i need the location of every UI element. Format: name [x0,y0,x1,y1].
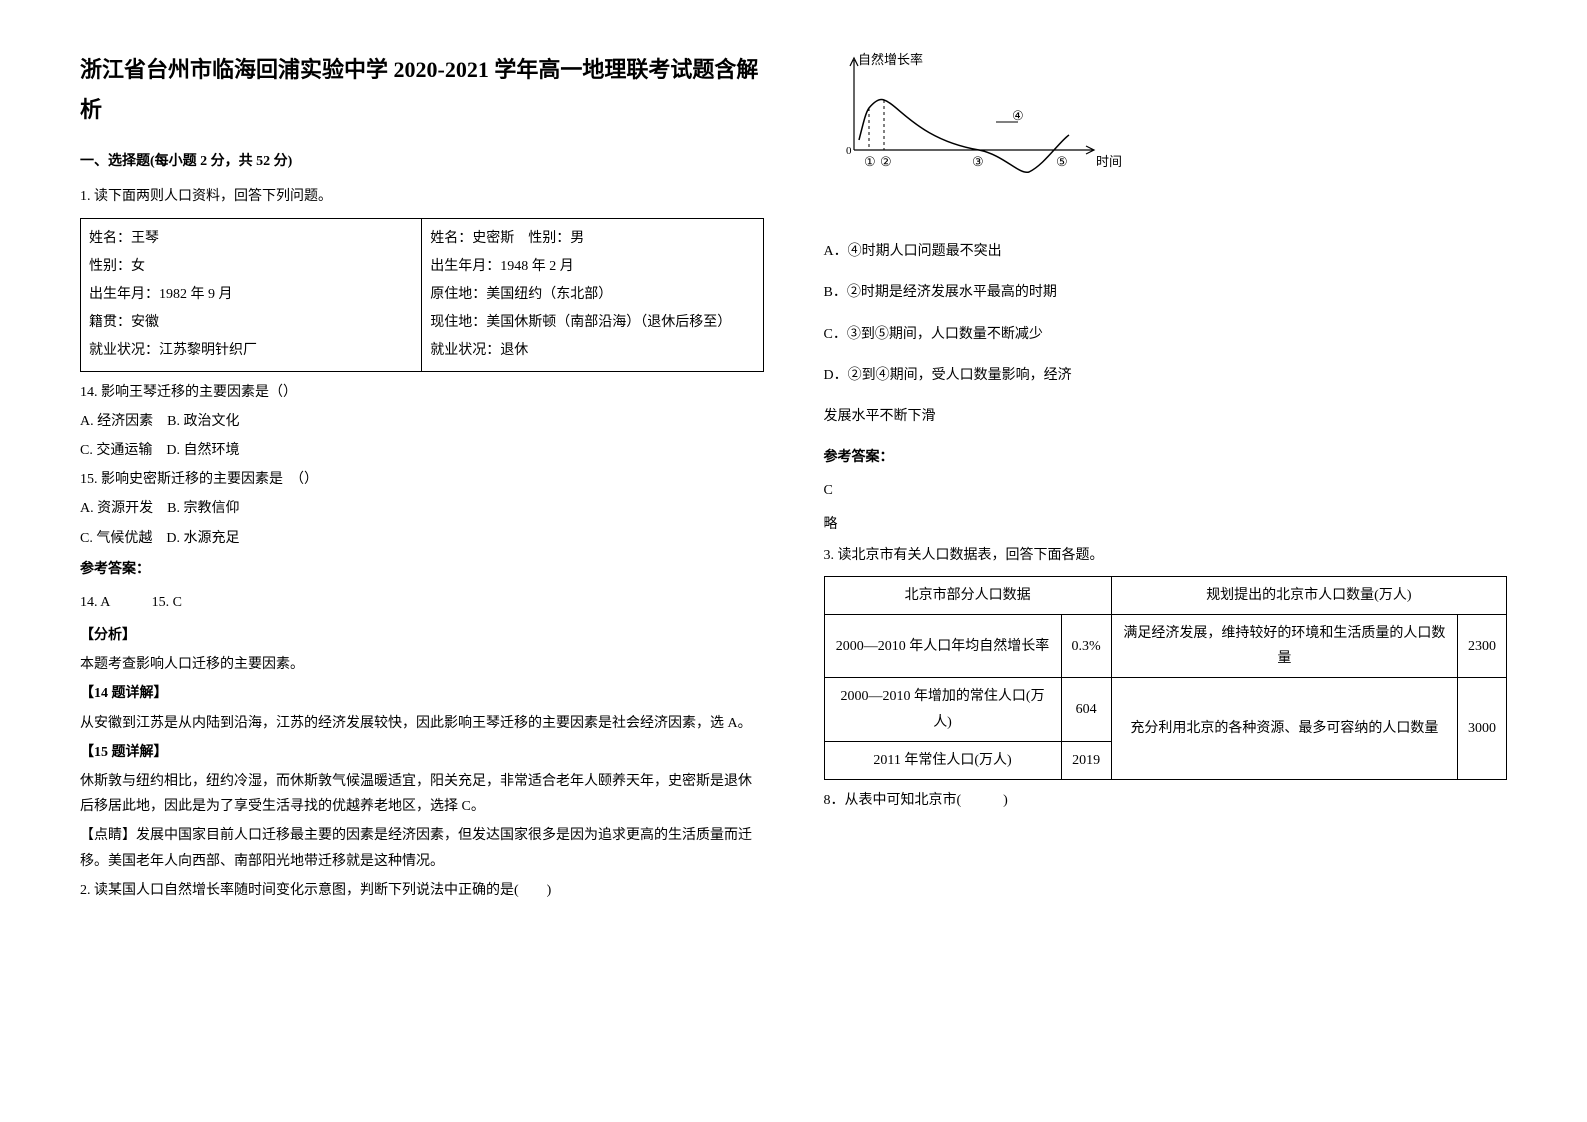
x-axis-label: 时间 [1096,154,1122,169]
chart-mark-2: ② [880,154,892,169]
person-left-line: 出生年月：1982 年 9 月 [89,281,413,309]
bj-left-row-value: 2019 [1061,741,1111,779]
q14-option-ab: A. 经济因素 B. 政治文化 [80,409,764,434]
bj-header-left: 北京市部分人口数据 [824,576,1111,614]
bj-right-row-label: 充分利用北京的各种资源、最多可容纳的人口数量 [1111,678,1457,780]
bj-right-row-label: 满足经济发展，维持较好的环境和生活质量的人口数量 [1111,615,1457,678]
chart-mark-1: ① [864,154,876,169]
person-right-line: 原住地：美国纽约（东北部） [430,281,754,309]
doc-title: 浙江省台州市临海回浦实验中学 2020-2021 学年高一地理联考试题含解析 [80,50,764,129]
person-right-line: 就业状况：退休 [430,337,754,365]
person-left-line: 姓名：王琴 [89,225,413,253]
chart-mark-4-upper: ④ [1012,108,1024,123]
bj-right-row-value: 3000 [1457,678,1506,780]
q2-option-c: C．③到⑤期间，人口数量不断减少 [824,322,1508,347]
person-left-line: 就业状况：江苏黎明针织厂 [89,337,413,365]
analysis-label: 【分析】 [80,623,764,648]
analysis-text: 本题考查影响人口迁移的主要因素。 [80,652,764,677]
person-right-line: 出生年月：1948 年 2 月 [430,253,754,281]
section-1-heading: 一、选择题(每小题 2 分，共 52 分) [80,149,764,174]
axis-zero-label: 0 [846,145,852,157]
q2-answer-label: 参考答案： [824,445,1508,470]
bj-right-row-value: 2300 [1457,615,1506,678]
q1-intro: 1. 读下面两则人口资料，回答下列问题。 [80,184,764,209]
beijing-data-table: 北京市部分人口数据 规划提出的北京市人口数量(万人) 2000—2010 年人口… [824,576,1508,780]
q3-intro: 3. 读北京市有关人口数据表，回答下面各题。 [824,543,1508,568]
q2-note: 略 [824,512,1508,537]
detail-15-text2: 【点睛】发展中国家目前人口迁移最主要的因素是经济因素，但发达国家很多是因为追求更… [80,823,764,873]
q2-option-b: B．②时期是经济发展水平最高的时期 [824,280,1508,305]
bj-header-right: 规划提出的北京市人口数量(万人) [1111,576,1506,614]
bj-left-row-label: 2000—2010 年增加的常住人口(万人) [824,678,1061,741]
q14-option-cd: C. 交通运输 D. 自然环境 [80,438,764,463]
answer-14-15: 14. A 15. C [80,590,764,615]
detail-15-label: 【15 题详解】 [80,740,764,765]
q2-option-d1: D．②到④期间，受人口数量影响，经济 [824,363,1508,388]
chart-mark-3: ③ [972,154,984,169]
q15-stem: 15. 影响史密斯迁移的主要因素是 （） [80,467,764,492]
q8-stem: 8．从表中可知北京市( ) [824,788,1508,813]
q2-option-d2: 发展水平不断下滑 [824,404,1508,429]
bj-left-row-value: 0.3% [1061,615,1111,678]
q2-answer: C [824,478,1508,503]
q15-option-cd: C. 气候优越 D. 水源充足 [80,526,764,551]
answer-label: 参考答案： [80,557,764,582]
y-axis-label: 自然增长率 [858,52,923,67]
bj-left-row-label: 2011 年常住人口(万人) [824,741,1061,779]
person-info-table: 姓名：王琴 性别：女 出生年月：1982 年 9 月 籍贯：安徽 就业状况：江苏… [80,218,764,372]
q2-option-a: A．④时期人口问题最不突出 [824,239,1508,264]
person-left-line: 性别：女 [89,253,413,281]
chart-svg: 0 自然增长率 ④ ① ② ③ ⑤ 时间 [844,50,1124,200]
q2-intro: 2. 读某国人口自然增长率随时间变化示意图，判断下列说法中正确的是( ) [80,878,764,903]
detail-14-text: 从安徽到江苏是从内陆到沿海，江苏的经济发展较快，因此影响王琴迁移的主要因素是社会… [80,711,764,736]
person-left-line: 籍贯：安徽 [89,309,413,337]
chart-mark-5: ⑤ [1056,154,1068,169]
q14-stem: 14. 影响王琴迁移的主要因素是（） [80,380,764,405]
person-right-line: 姓名：史密斯 性别：男 [430,225,754,253]
person-right-line: 现住地：美国休斯顿（南部沿海）（退休后移至） [430,309,754,337]
detail-15-text1: 休斯敦与纽约相比，纽约冷湿，而休斯敦气候温暖适宜，阳关充足，非常适合老年人颐养天… [80,769,764,819]
growth-rate-chart: 0 自然增长率 ④ ① ② ③ ⑤ 时间 [844,50,1508,209]
bj-left-row-label: 2000—2010 年人口年均自然增长率 [824,615,1061,678]
bj-left-row-value: 604 [1061,678,1111,741]
detail-14-label: 【14 题详解】 [80,681,764,706]
q15-option-ab: A. 资源开发 B. 宗教信仰 [80,496,764,521]
